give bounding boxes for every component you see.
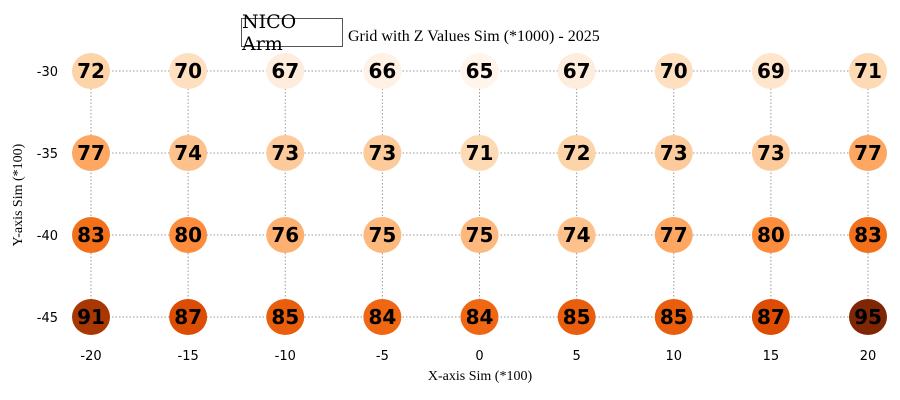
cell-value-label: 77 xyxy=(854,141,882,165)
cell-value-label: 70 xyxy=(660,59,688,83)
heatmap-cell xyxy=(363,53,402,89)
cell-value-label: 77 xyxy=(77,141,105,165)
heatmap-cell xyxy=(654,299,693,335)
heatmap-cell xyxy=(266,53,305,89)
heatmap-cell xyxy=(849,53,887,89)
x-tick-label: -5 xyxy=(376,349,389,364)
heatmap-cell xyxy=(266,217,305,253)
x-tick-label: -15 xyxy=(178,349,199,364)
x-tick-label: 15 xyxy=(763,349,780,364)
heatmap-cell xyxy=(169,135,208,171)
heatmap-cell xyxy=(72,135,110,171)
cell-value-label: 66 xyxy=(368,59,396,83)
heatmap-cell xyxy=(751,299,790,335)
x-tick-label: 0 xyxy=(475,349,483,364)
x-tick-label: 5 xyxy=(572,349,580,364)
cell-value-label: 76 xyxy=(271,223,299,247)
cell-value-label: 75 xyxy=(368,223,396,247)
heatmap-cell xyxy=(169,53,208,89)
cell-value-label: 73 xyxy=(368,141,396,165)
heatmap-cell xyxy=(72,217,110,253)
heatmap-cell xyxy=(751,135,790,171)
cell-value-label: 74 xyxy=(174,141,202,165)
cell-value-label: 85 xyxy=(563,305,591,329)
heatmap-cell xyxy=(460,135,499,171)
x-tick-label: 20 xyxy=(860,349,877,364)
cell-value-label: 73 xyxy=(271,141,299,165)
heatmap-cell xyxy=(557,135,596,171)
heatmap-cell xyxy=(460,53,499,89)
heatmap-cell xyxy=(460,299,499,335)
cell-value-label: 71 xyxy=(466,141,494,165)
x-tick-label: -20 xyxy=(80,349,101,364)
heatmap-cell xyxy=(849,217,887,253)
cell-value-label: 84 xyxy=(466,305,494,329)
heatmap-cell xyxy=(169,217,208,253)
cell-value-label: 80 xyxy=(757,223,785,247)
cell-value-label: 72 xyxy=(563,141,591,165)
heatmap-cell xyxy=(849,135,887,171)
cell-value-label: 95 xyxy=(854,305,882,329)
cell-value-label: 69 xyxy=(757,59,785,83)
heatmap-cell xyxy=(557,217,596,253)
x-axis-label: X-axis Sim (*100) xyxy=(427,369,533,384)
x-tick-label: -10 xyxy=(275,349,296,364)
cell-value-label: 72 xyxy=(77,59,105,83)
cell-value-label: 85 xyxy=(660,305,688,329)
heatmap-cell xyxy=(654,53,693,89)
cell-value-label: 73 xyxy=(660,141,688,165)
cell-value-label: 74 xyxy=(563,223,591,247)
y-axis-label: Y-axis Sim (*100) xyxy=(11,143,26,247)
cell-value-label: 91 xyxy=(77,305,105,329)
heatmap-cell xyxy=(654,217,693,253)
cell-value-label: 87 xyxy=(757,305,785,329)
chart-title: Grid with Z Values Sim (*1000) - 2025 xyxy=(348,28,600,45)
heatmap-cell xyxy=(460,217,499,253)
cell-value-label: 85 xyxy=(271,305,299,329)
cell-value-label: 83 xyxy=(77,223,105,247)
heatmap-cell xyxy=(266,299,305,335)
cell-value-label: 70 xyxy=(174,59,202,83)
heatmap-cell xyxy=(266,135,305,171)
x-tick-label: 10 xyxy=(665,349,682,364)
heatmap-cell xyxy=(363,299,402,335)
y-tick-label: -30 xyxy=(37,65,58,80)
heatmap-cell xyxy=(557,53,596,89)
cell-value-label: 87 xyxy=(174,305,202,329)
cell-value-label: 77 xyxy=(660,223,688,247)
heatmap-cell xyxy=(72,53,110,89)
heatmap-cell xyxy=(363,135,402,171)
heatmap-cell xyxy=(557,299,596,335)
cell-value-label: 67 xyxy=(271,59,299,83)
cell-value-label: 80 xyxy=(174,223,202,247)
cell-value-label: 67 xyxy=(563,59,591,83)
y-tick-label: -35 xyxy=(37,147,58,162)
cell-value-label: 75 xyxy=(466,223,494,247)
heatmap-cell xyxy=(751,53,790,89)
heatmap-cell xyxy=(654,135,693,171)
cell-value-label: 83 xyxy=(854,223,882,247)
heatmap-cell xyxy=(72,299,110,335)
legend-box: NICO Arm xyxy=(241,11,343,55)
heatmap-cell xyxy=(751,217,790,253)
y-tick-label: -45 xyxy=(37,311,58,326)
grid-lines xyxy=(90,70,869,318)
heatmap-cell xyxy=(169,299,208,335)
heatmap-cell xyxy=(849,299,887,335)
y-tick-label: -40 xyxy=(37,229,58,244)
cell-value-label: 71 xyxy=(854,59,882,83)
cell-value-label: 84 xyxy=(368,305,396,329)
cell-value-label: 73 xyxy=(757,141,785,165)
heatmap-cell xyxy=(363,217,402,253)
cell-value-label: 65 xyxy=(466,59,494,83)
